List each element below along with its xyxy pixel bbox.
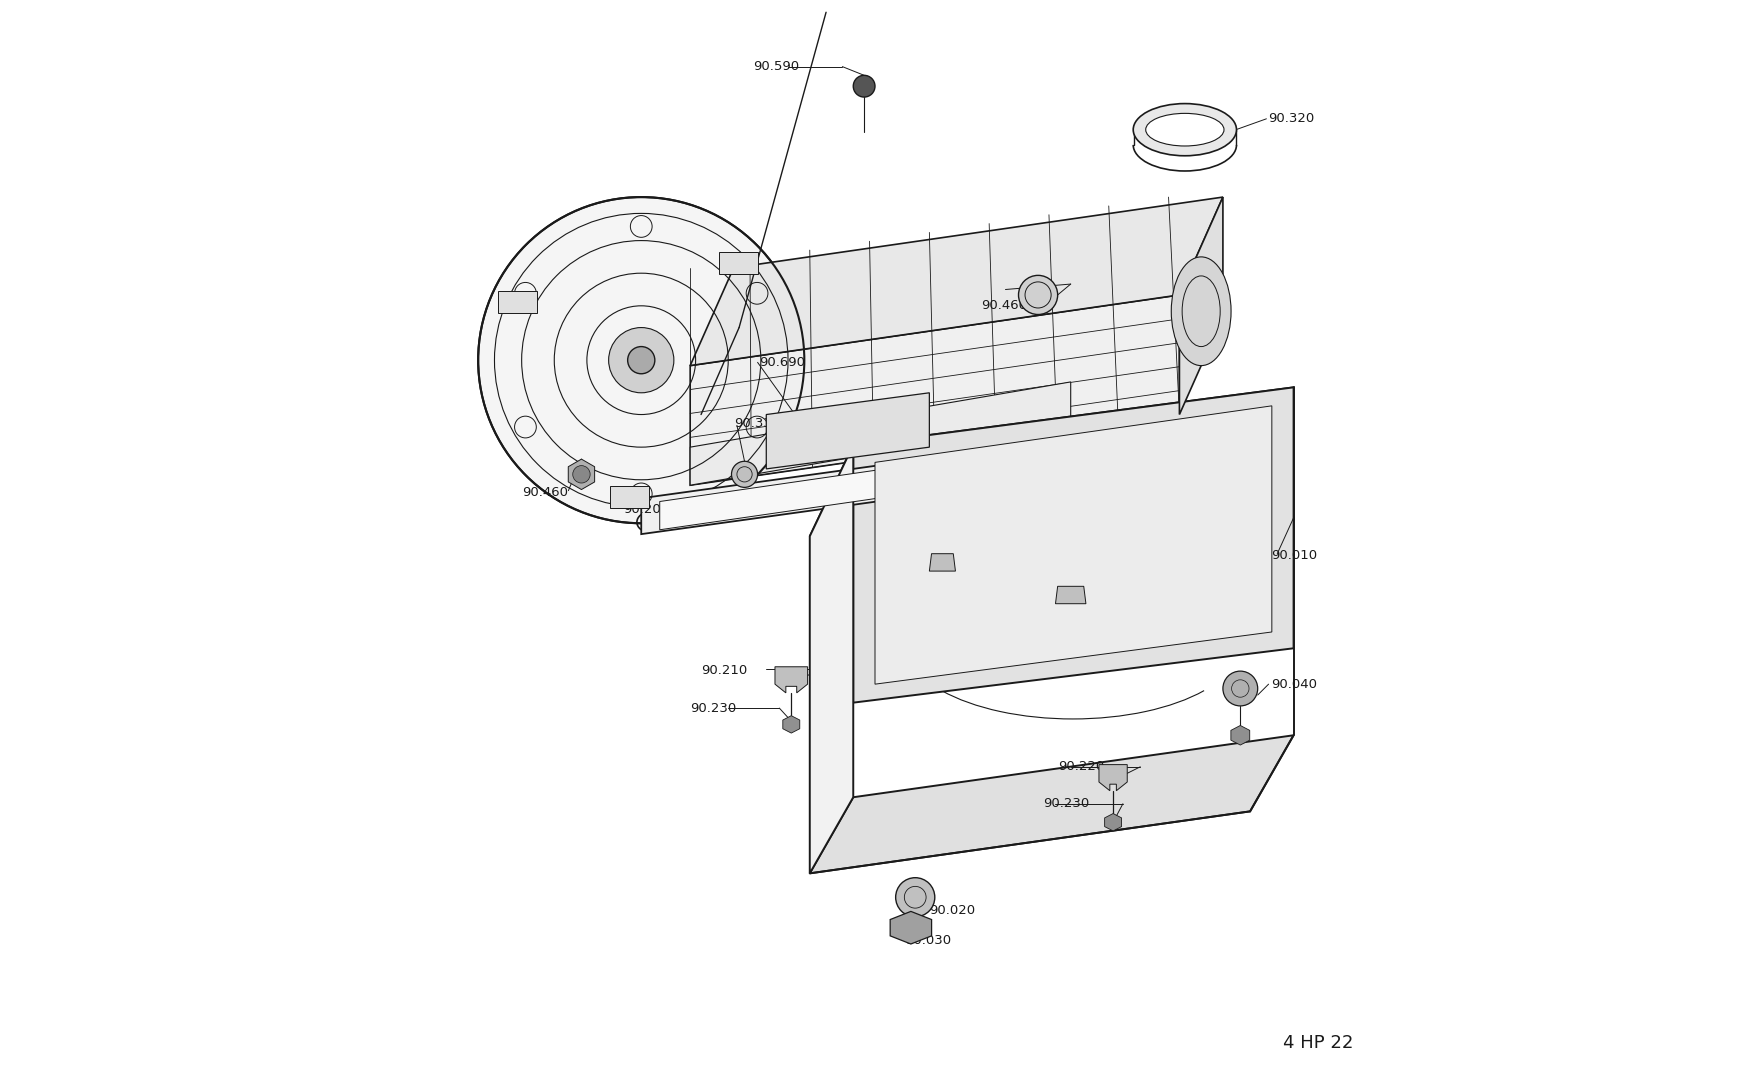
Text: 90.040: 90.040 [1270,678,1316,691]
Text: 90.030: 90.030 [905,934,952,947]
Polygon shape [1099,764,1127,790]
Polygon shape [1055,586,1087,604]
Circle shape [896,877,934,917]
Ellipse shape [628,347,654,374]
Polygon shape [569,459,595,489]
Text: 90.690: 90.690 [760,355,805,368]
Polygon shape [929,554,956,571]
Text: 90.230: 90.230 [1043,797,1090,810]
Text: 90.020: 90.020 [929,904,975,917]
Ellipse shape [609,328,674,392]
Polygon shape [775,667,807,693]
Text: 90.460: 90.460 [982,300,1027,313]
Polygon shape [810,387,1293,536]
Ellipse shape [1171,257,1230,365]
Text: 90.460: 90.460 [522,486,567,499]
Polygon shape [782,716,800,734]
Circle shape [732,461,758,487]
Polygon shape [690,295,1180,485]
FancyBboxPatch shape [497,291,537,313]
Circle shape [854,75,875,97]
Ellipse shape [1134,104,1237,156]
Text: 90.210: 90.210 [702,664,747,677]
Polygon shape [640,438,1073,534]
Text: 90.200: 90.200 [623,502,668,516]
Polygon shape [1180,197,1223,414]
Text: 90.070: 90.070 [875,547,920,560]
Text: 90.070: 90.070 [1099,584,1144,597]
FancyBboxPatch shape [719,253,758,275]
Polygon shape [891,911,931,944]
Polygon shape [690,382,1071,485]
Ellipse shape [1146,113,1223,146]
Text: 90.320: 90.320 [1269,112,1314,125]
Circle shape [1018,276,1057,315]
Text: 90.010: 90.010 [1270,549,1316,562]
Circle shape [572,465,590,483]
Text: 90.230: 90.230 [690,702,737,715]
Circle shape [1223,671,1258,706]
Polygon shape [810,445,854,873]
Polygon shape [875,405,1272,685]
Polygon shape [660,444,1057,530]
Polygon shape [766,392,929,469]
Polygon shape [690,197,1223,365]
Text: 90.590: 90.590 [752,60,800,73]
FancyBboxPatch shape [609,486,649,508]
Polygon shape [1230,726,1250,746]
Text: 90.330: 90.330 [733,416,780,429]
Text: 4 HP 22: 4 HP 22 [1283,1034,1353,1052]
Text: 90.220: 90.220 [1057,761,1104,773]
Polygon shape [810,736,1293,873]
Polygon shape [1104,813,1122,831]
Ellipse shape [478,197,805,523]
Polygon shape [854,387,1293,703]
